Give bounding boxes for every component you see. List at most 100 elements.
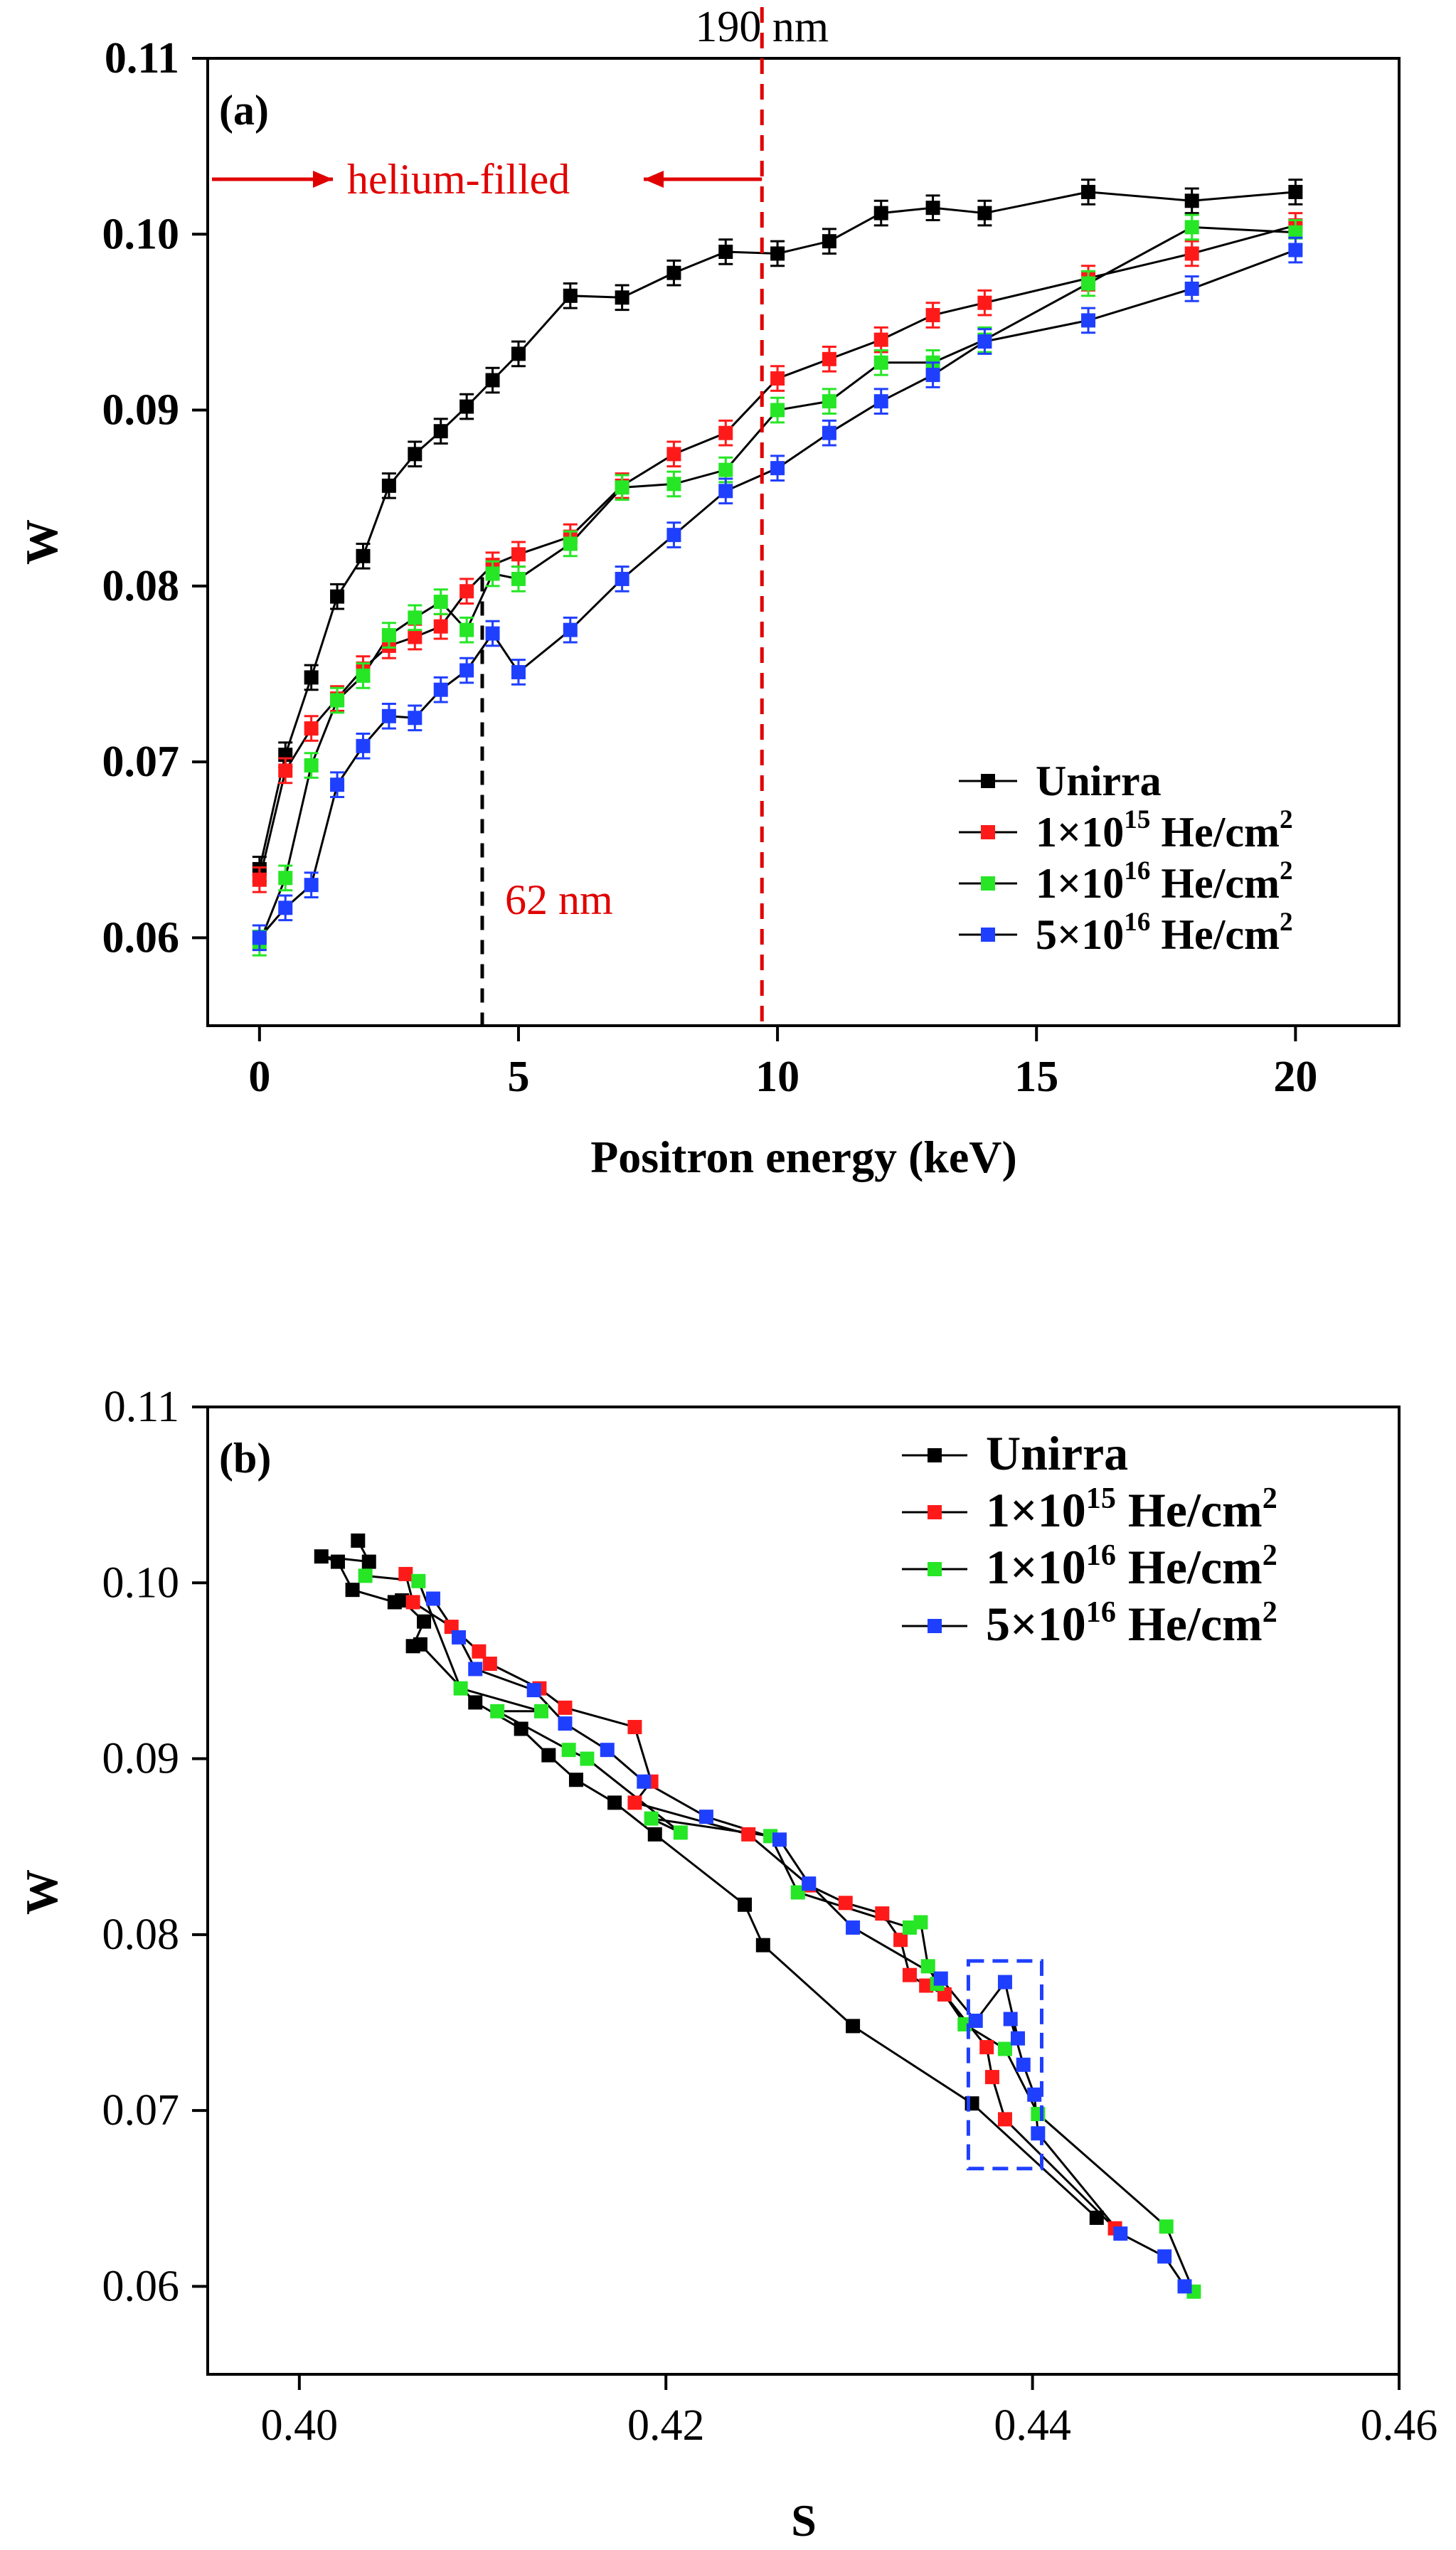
depth-190nm-label: 190 nm	[695, 3, 829, 51]
panel-b-legend-marker	[928, 1505, 942, 1519]
panel-b-data-point	[846, 2019, 861, 2034]
panel-a-data-point	[718, 462, 733, 477]
panel-a-data-point	[304, 758, 319, 773]
panel-b-series-line	[404, 1573, 1116, 2229]
panel-a-data-point	[459, 663, 474, 678]
panel-b-data-point	[351, 1533, 366, 1548]
panel-b-data-point	[997, 2112, 1012, 2127]
panel-b-data-point	[425, 1591, 440, 1606]
panel-a-data-point	[485, 626, 500, 641]
panel-b-data-point	[314, 1549, 329, 1564]
panel-b-x-axis-label: S	[791, 2495, 817, 2546]
panel-b-ytick-label: 0.09	[102, 1735, 180, 1783]
panel-a-data-point	[408, 447, 423, 462]
panel-a-series-line	[258, 249, 1296, 939]
panel-b-legend-label: 5×1016 He/cm2	[986, 1595, 1277, 1651]
panel-a-y-axis-label: W	[16, 519, 67, 565]
panel-a-data-point	[356, 668, 371, 683]
panel-a-data-point	[563, 536, 578, 551]
panel-a-ticks: 0 5 10 15 20 0.06 0.07 0.08 0.09 0.10 0.11	[102, 34, 1318, 1101]
panel-a-data-point	[1184, 220, 1199, 235]
panel-b-data-point	[627, 1720, 642, 1735]
panel-a-data-point	[304, 721, 319, 736]
panel-b-data-point	[514, 1721, 528, 1736]
panel-a-data-point	[718, 425, 733, 440]
panel-a-series	[252, 179, 1303, 957]
panel-b-data-point	[1003, 2012, 1018, 2026]
panel-a-ytick-label: 0.06	[102, 913, 180, 962]
panel-a-data-point	[977, 295, 992, 310]
panel-a-data-point	[770, 246, 785, 261]
panel-b-ytick-label: 0.10	[102, 1558, 180, 1607]
panel-b-data-point	[997, 1975, 1012, 1989]
panel-b-legend-label: Unirra	[986, 1426, 1128, 1480]
panel-a-data-point	[770, 403, 785, 418]
helium-filled-label: helium-filled	[347, 156, 570, 203]
panel-a-data-point	[459, 399, 474, 414]
panel-b-data-point	[755, 1938, 770, 1953]
panel-b-legend-marker	[928, 1619, 942, 1633]
panel-b-ytick-label: 0.07	[102, 2086, 180, 2135]
highlight-box	[966, 1959, 1044, 2171]
panel-b-data-point	[647, 1827, 662, 1842]
panel-b-data-point	[1159, 2219, 1174, 2234]
panel-a-ytick-label: 0.10	[102, 210, 180, 258]
panel-a-label: (a)	[219, 87, 269, 134]
panel-b-data-point	[673, 1825, 688, 1840]
panel-b-data-point	[698, 1810, 713, 1824]
panel-a-data-point	[381, 478, 396, 493]
panel-a-data-point	[666, 447, 681, 462]
panel-b-data-point	[738, 1897, 753, 1912]
panel-a-data-point	[822, 234, 836, 249]
panel-b-data-point	[482, 1657, 497, 1672]
panel-b-data-point	[417, 1614, 432, 1629]
panel-a-data-point	[1081, 276, 1096, 291]
panel-a-x-axis-label: Positron energy (keV)	[590, 1132, 1017, 1182]
panel-b-data-point	[541, 1748, 556, 1763]
panel-a-data-point	[252, 872, 267, 887]
panel-a-data-point	[666, 265, 681, 280]
panel-a-data-point	[925, 201, 940, 216]
panel-a-data-point	[873, 394, 888, 409]
panel-a-data-point	[615, 571, 629, 586]
panel-a-legend-marker	[981, 928, 995, 942]
panel-b-data-point	[919, 1978, 934, 1993]
panel-b-xtick-label: 0.40	[261, 2401, 339, 2450]
panel-b-label: (b)	[219, 1435, 271, 1482]
panel-a-data-point	[770, 371, 785, 386]
panel-b-series-line	[321, 1540, 1098, 2219]
panel-a-legend-label: Unirra	[1036, 758, 1162, 804]
panel-a-legend-marker	[981, 774, 995, 788]
panel-b-data-point	[490, 1704, 505, 1718]
panel-a-data-point	[1184, 246, 1199, 261]
panel-b-data-point	[984, 2070, 999, 2085]
panel-a-data-point	[408, 610, 423, 625]
panel-a-data-point	[330, 777, 345, 792]
panel-a-xtick-label: 5	[507, 1053, 529, 1101]
panel-b: 0.40 0.42 0.44 0.46 0.06 0.07 0.08 0.09 0.10 0.11…	[16, 1383, 1438, 2546]
panel-a-data-point	[873, 355, 888, 370]
panel-a-data-point	[408, 629, 423, 644]
panel-b-data-point	[405, 1639, 420, 1654]
panel-a-data-point	[770, 461, 785, 476]
panel-a-xtick-label: 20	[1273, 1053, 1317, 1101]
panel-a-data-point	[1288, 225, 1303, 240]
panel-b-data-point	[358, 1568, 373, 1583]
panel-a-data-point	[252, 930, 267, 945]
panel-b-data-point	[627, 1795, 642, 1810]
panel-a-data-point	[459, 584, 474, 599]
panel-b-series-line	[432, 1598, 1186, 2288]
panel-a-frame	[206, 57, 1401, 1027]
panel-b-legend-marker	[928, 1562, 942, 1576]
panel-b-data-point	[472, 1644, 487, 1659]
panel-a-data-point	[615, 480, 629, 495]
panel-a-xtick-label: 0	[248, 1053, 270, 1101]
panel-a-xtick-label: 15	[1014, 1053, 1058, 1101]
panel-b-data-point	[607, 1795, 622, 1810]
panel-a-data-point	[666, 528, 681, 543]
panel-b-data-point	[411, 1573, 426, 1588]
panel-a-data-point	[278, 871, 293, 886]
